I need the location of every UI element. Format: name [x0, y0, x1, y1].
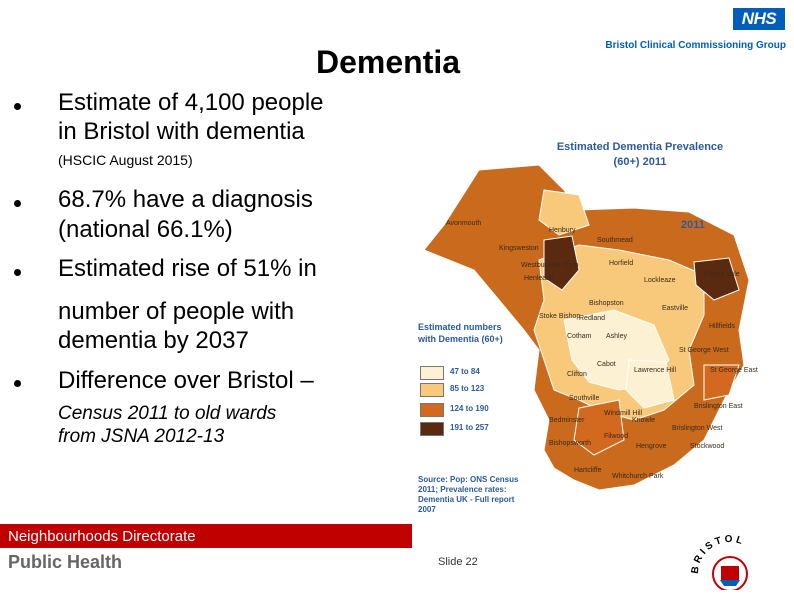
source-line: Source: Pop: ONS Census	[418, 475, 519, 484]
ward-label: Horfield	[609, 260, 633, 267]
ward-label: Henbury	[549, 227, 576, 234]
bullet-1-line-1: Estimate of 4,100 people	[58, 89, 324, 116]
bullet-1-line-2: in Bristol with dementia	[58, 118, 305, 145]
ward-label: Bishopsworth	[549, 440, 591, 447]
ward-label: St George East	[710, 367, 758, 374]
ward-label: Southmead	[597, 237, 633, 244]
map-title: Estimated Dementia Prevalence (60+) 2011	[540, 140, 740, 170]
ward-label: Kingsweston	[499, 245, 539, 252]
ward-label: Cabot	[597, 361, 616, 368]
ward-label: Bishopston	[589, 300, 624, 307]
ward-label: Redland	[579, 315, 605, 322]
footer-directorate: Neighbourhoods Directorate	[8, 528, 196, 545]
ward-label: Lawrence Hill	[634, 367, 676, 374]
map-title-line-2: (60+) 2011	[613, 156, 667, 168]
ward-label: Brislington East	[694, 403, 743, 410]
ward-label: Southville	[569, 395, 599, 402]
source-note: Source: Pop: ONS Census 2011; Prevalence…	[418, 475, 538, 515]
source-line: 2007	[418, 505, 436, 514]
legend-label: 47 to 84	[450, 367, 480, 376]
bullet-4-italic-1: Census 2011 to old wards	[58, 403, 277, 424]
bullet-dot	[14, 380, 21, 387]
bullet-3-line-3: dementia by 2037	[58, 327, 249, 354]
org-name: Bristol Clinical Commissioning Group	[605, 40, 786, 51]
legend-item: 191 to 257	[420, 422, 540, 436]
legend-title: Estimated numbers with Dementia (60+)	[418, 321, 503, 345]
seal-castle-icon	[721, 566, 739, 580]
legend-item: 47 to 84	[420, 366, 540, 380]
map-title-line-1: Estimated Dementia Prevalence	[556, 141, 724, 153]
bullet-dot	[14, 103, 21, 110]
bullet-4-line-1: Difference over Bristol –	[58, 367, 314, 394]
nhs-logo: NHS	[733, 8, 785, 30]
ward-label: Westbury-on-Trym	[521, 262, 579, 269]
ward-label: Clifton	[567, 371, 587, 378]
ward-label: Lockleaze	[644, 277, 676, 284]
ward-label: Bedminster	[549, 417, 585, 424]
council-seal-logo: BRISTOL	[690, 534, 748, 590]
legend-label: 85 to 123	[450, 384, 485, 393]
legend-swatch	[420, 422, 444, 436]
ward-label: Henleaze	[524, 275, 554, 282]
ward-label: Ashley	[606, 333, 628, 340]
legend-swatch	[420, 366, 444, 380]
ward-label: St George West	[679, 347, 729, 354]
ward-label: Windmill Hill	[604, 410, 643, 417]
ward-label: Filwood	[604, 433, 628, 440]
ward-label: Avonmouth	[446, 220, 481, 227]
legend-item: 85 to 123	[420, 383, 540, 397]
map-year-label: 2011	[681, 219, 705, 231]
ward-label: Whitchurch Park	[612, 473, 664, 480]
bullet-3-line-1: Estimated rise of 51% in	[58, 255, 317, 282]
legend-title-line-2: with Dementia (60+)	[418, 334, 503, 344]
ward-label: Stockwood	[690, 443, 724, 450]
ward-label: Stoke Bishop	[539, 313, 580, 320]
ward-label: Frome Vale	[704, 271, 740, 278]
legend-swatch	[420, 383, 444, 397]
legend-swatch	[420, 403, 444, 417]
page-title: Dementia	[316, 44, 461, 80]
bullet-dot	[14, 200, 21, 207]
seal-ship-icon	[720, 580, 740, 586]
ward-map: Avonmouth Henbury Southmead Kingsweston …	[423, 164, 758, 491]
ward-label: Hartcliffe	[574, 467, 602, 474]
bullet-3-line-2: number of people with	[58, 298, 295, 325]
bullet-1-note: (HSCIC August 2015)	[58, 152, 193, 168]
bullet-2-line-2: (national 66.1%)	[58, 216, 233, 243]
footer-public-health: Public Health	[8, 552, 123, 572]
legend-title-line-1: Estimated numbers	[418, 322, 502, 332]
source-line: Dementia UK - Full report	[418, 495, 515, 504]
source-line: 2011; Prevalence rates:	[418, 485, 507, 494]
bullet-4-italic-2: from JSNA 2012-13	[58, 426, 225, 447]
bullet-2-line-1: 68.7% have a diagnosis	[58, 186, 313, 213]
ward-label: Cotham	[567, 333, 592, 340]
ward-label: Brislington West	[672, 425, 723, 432]
ward-label: Hengrove	[636, 443, 666, 450]
ward-label: Hillfields	[709, 323, 736, 330]
bullet-dot	[14, 269, 21, 276]
legend-label: 191 to 257	[450, 423, 489, 432]
ward-label: Eastville	[662, 305, 688, 312]
ward-label: Knowle	[632, 417, 655, 424]
legend-item: 124 to 190	[420, 403, 540, 417]
footer-band	[0, 524, 412, 548]
slide-number: Slide 22	[438, 556, 478, 568]
legend-label: 124 to 190	[450, 404, 489, 413]
